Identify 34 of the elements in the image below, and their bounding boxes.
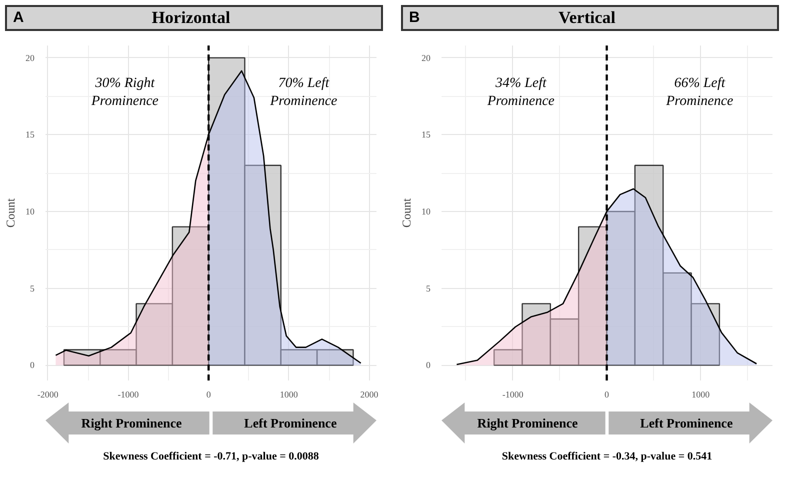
y-tick-label: 0 [426,360,431,370]
text: A [12,8,25,28]
y-tick-label: 5 [30,283,35,294]
x-tick-label: -1000 [118,390,140,400]
text: Right Prominence [477,415,578,430]
y-tick-label: 15 [422,130,431,140]
x-tick-label: 0 [206,390,212,400]
x-tick-label: 0 [604,390,610,400]
annotation: 30% Right Prominence [90,76,159,109]
chart-title: Horizontal [150,6,232,29]
y-axis-title: Count [400,198,414,228]
text: Skewness Coefficient = -0.71, p-value = 0.0088 [103,450,320,462]
x-tick-label: -1000 [502,390,524,400]
annotation: 70% Left Prominence [269,76,338,109]
y-tick-label: 15 [26,130,35,140]
text: Skewness Coefficient = -0.34, p-value = 0.541 [502,450,712,462]
annotation: 66% Left Prominence [665,76,734,109]
x-tick-label: 2000 [360,390,379,400]
x-tick-label: 1000 [692,390,710,400]
y-tick-label: 10 [26,206,35,216]
x-tick-label: -2000 [37,390,59,400]
y-tick-label: 20 [422,52,431,63]
y-tick-label: 10 [422,206,431,216]
text: B [408,8,421,28]
text: Left Prominence [640,415,733,430]
text: Left Prominence [244,415,337,430]
y-tick-label: 0 [30,360,35,370]
x-tick-label: 1000 [280,390,298,400]
y-tick-label: 5 [426,283,431,294]
chart-title: Vertical [558,6,616,29]
text: Right Prominence [81,415,182,430]
y-axis-title: Count [4,198,18,228]
annotation: 34% Left Prominence [486,76,555,109]
y-tick-label: 20 [26,52,35,63]
